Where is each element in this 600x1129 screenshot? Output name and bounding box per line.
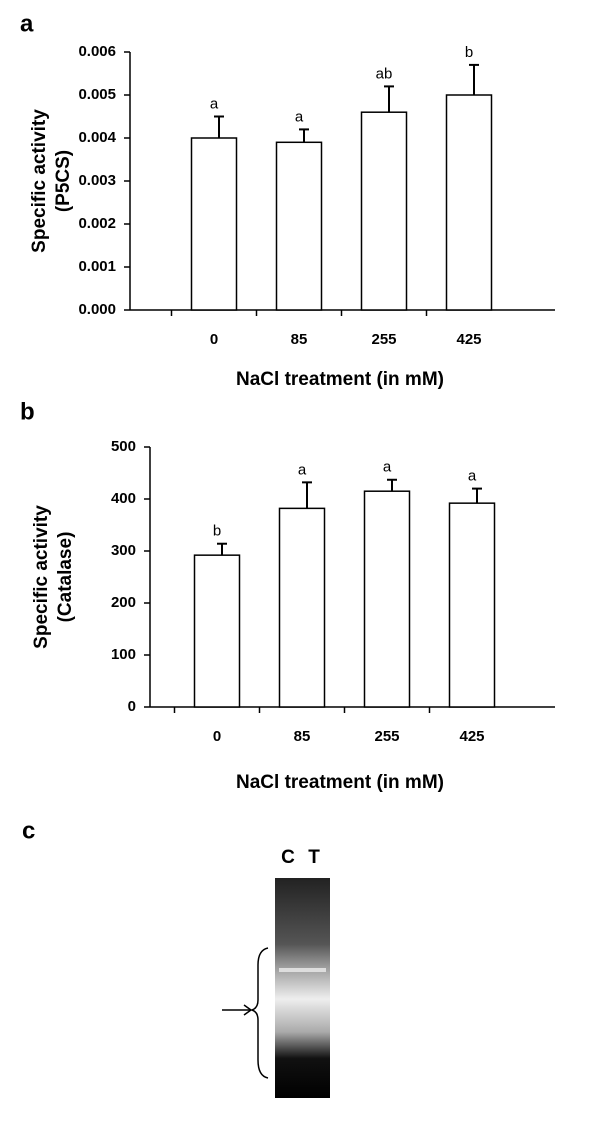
value-label: a	[295, 108, 304, 125]
bar	[448, 502, 496, 708]
y-tick-label: 400	[111, 490, 136, 507]
value-label: b	[465, 44, 473, 61]
x-tick-label: 425	[456, 331, 481, 348]
x-tick-label: 255	[371, 331, 396, 348]
gel-panel-label: c	[22, 817, 35, 844]
x-tick-label: 0	[213, 728, 221, 745]
y-tick-label: 0.006	[78, 43, 116, 60]
value-label: ab	[376, 65, 393, 82]
value-label: b	[213, 523, 221, 540]
x-axis-label: NaCl treatment (in mM)	[236, 772, 444, 793]
bar	[190, 137, 238, 311]
y-tick-label: 300	[111, 542, 136, 559]
y-tick-label: 0.003	[78, 172, 116, 189]
x-tick-label: 255	[374, 728, 399, 745]
x-tick-label: 85	[294, 728, 311, 745]
bar	[363, 490, 411, 708]
value-label: a	[468, 468, 477, 485]
y-tick-label: 0	[128, 698, 136, 715]
panel-label: b	[20, 398, 35, 425]
y-tick-label: 0.000	[78, 301, 116, 318]
y-axis-label: Specific activity	[31, 505, 52, 649]
bar	[445, 94, 493, 311]
value-label: a	[298, 461, 307, 478]
y-axis-label: (P5CS)	[53, 150, 74, 212]
y-axis-label: Specific activity	[29, 109, 50, 253]
gel-image	[275, 878, 330, 1098]
panel-label: a	[20, 10, 34, 37]
bar	[275, 141, 323, 311]
bar	[278, 507, 326, 708]
y-tick-label: 0.004	[78, 129, 116, 146]
value-label: a	[210, 95, 219, 112]
x-tick-label: 0	[210, 331, 218, 348]
y-tick-label: 500	[111, 438, 136, 455]
bar	[193, 554, 241, 708]
lane-label: T	[308, 847, 320, 868]
y-tick-label: 100	[111, 646, 136, 663]
bar	[360, 111, 408, 311]
y-tick-label: 200	[111, 594, 136, 611]
arrow-head	[243, 1004, 253, 1016]
y-axis-label: (Catalase)	[55, 532, 76, 623]
y-tick-label: 0.002	[78, 215, 116, 232]
x-axis-label: NaCl treatment (in mM)	[236, 369, 444, 390]
y-tick-label: 0.001	[78, 258, 116, 275]
x-tick-label: 85	[291, 331, 308, 348]
y-tick-label: 0.005	[78, 86, 116, 103]
value-label: a	[383, 459, 392, 476]
x-tick-label: 425	[459, 728, 484, 745]
bracket	[249, 947, 269, 1079]
lane-label: C	[281, 847, 295, 868]
